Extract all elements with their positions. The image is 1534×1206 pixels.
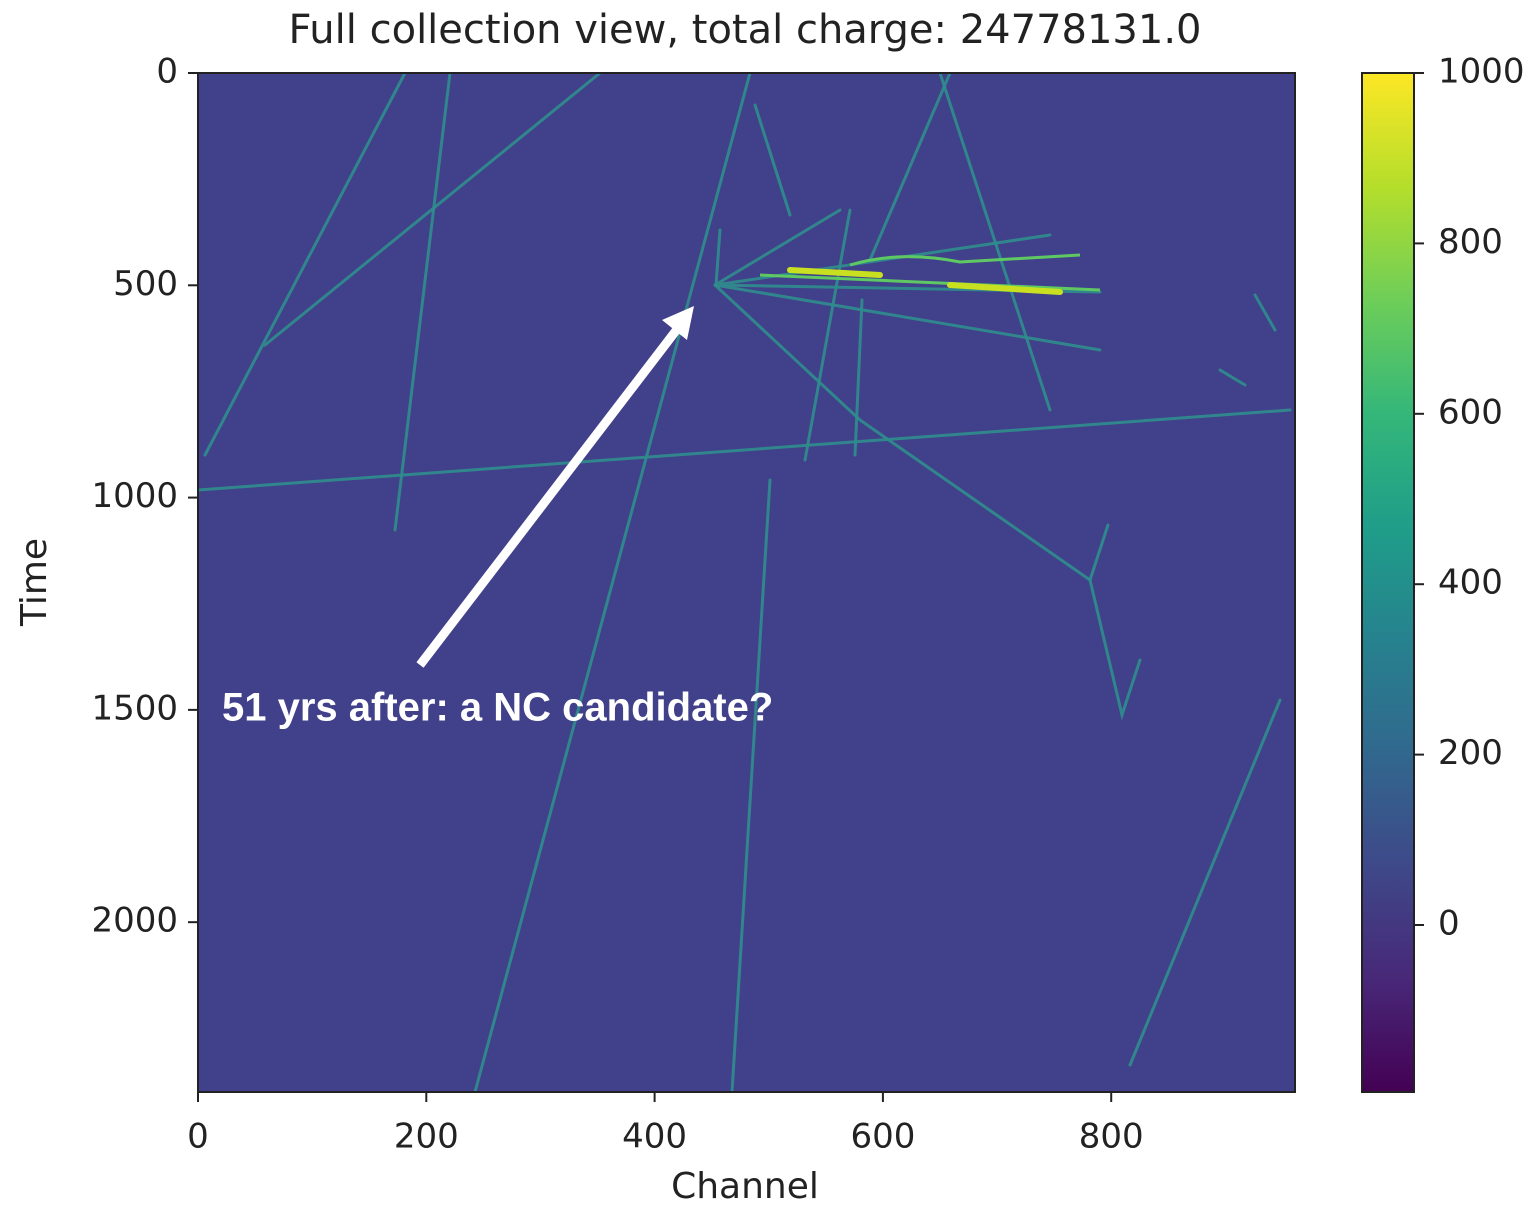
- x-tick-label: 200: [394, 1117, 459, 1157]
- y-tick-label: 2000: [91, 901, 178, 941]
- colorbar-tick-label: 1000: [1438, 52, 1525, 92]
- colorbar-tick-label: 400: [1438, 563, 1503, 603]
- arrow-head: [662, 306, 694, 340]
- y-tick-label: 1500: [91, 688, 178, 728]
- chart-title: Full collection view, total charge: 2477…: [288, 7, 1201, 53]
- y-tick-label: 0: [156, 52, 178, 92]
- x-tick-label: 800: [1079, 1117, 1144, 1157]
- event-tracks: [198, 73, 1292, 1092]
- x-tick-label: 600: [850, 1117, 915, 1157]
- colorbar: [1361, 72, 1415, 1093]
- arrow-shaft: [416, 325, 682, 668]
- y-tick-label: 500: [113, 264, 178, 304]
- plot-frame: [197, 72, 1296, 1093]
- y-tick-label: 1000: [91, 476, 178, 516]
- x-axis-label: Channel: [671, 1166, 819, 1206]
- y-axis-label: Time: [14, 538, 55, 627]
- colorbar-tick-label: 800: [1438, 222, 1503, 262]
- colorbar-tick-label: 200: [1438, 733, 1503, 773]
- annotation: 51 yrs after: a NC candidate?: [222, 686, 773, 730]
- x-tick-label: 0: [187, 1117, 209, 1157]
- colorbar-tick-label: 0: [1438, 904, 1460, 944]
- colorbar-tick-label: 600: [1438, 392, 1503, 432]
- heatmap-image: [198, 73, 1295, 1092]
- annotation-arrow: [416, 306, 694, 668]
- x-tick-label: 400: [622, 1117, 687, 1157]
